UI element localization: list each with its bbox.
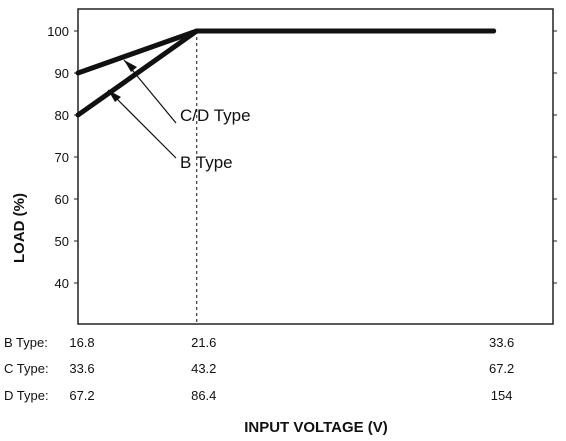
x-tick-label: 154 xyxy=(491,388,513,403)
x-tick-label: 33.6 xyxy=(489,335,514,350)
x-tick-label: 16.8 xyxy=(69,335,94,350)
x-tick-label: 33.6 xyxy=(69,361,94,376)
y-tick-label: 90 xyxy=(55,66,69,81)
data-point-c-d-type xyxy=(194,28,200,34)
y-tick-label: 100 xyxy=(47,24,69,39)
x-row-label: D Type: xyxy=(4,388,49,403)
annotation-b-type: B Type xyxy=(180,153,233,172)
annotation-cd-type: C/D Type xyxy=(180,106,251,125)
y-axis-ticks: 40 50 60 70 80 90 100 xyxy=(47,24,557,291)
y-tick-label: 50 xyxy=(55,234,69,249)
y-tick-label: 80 xyxy=(55,108,69,123)
x-tick-label: 67.2 xyxy=(69,388,94,403)
x-tick-label: 21.6 xyxy=(191,335,216,350)
y-tick-label: 70 xyxy=(55,150,69,165)
x-row-label: B Type: xyxy=(4,335,48,350)
y-axis-title: LOAD (%) xyxy=(11,193,28,263)
annotation-arrow-b-type xyxy=(107,89,177,159)
data-point-c-d-type xyxy=(491,28,497,34)
x-tick-label: 43.2 xyxy=(191,361,216,376)
series-layer xyxy=(75,28,497,118)
x-axis-rows: B Type: 16.8 21.6 33.6 C Type: 33.6 43.2 67.2 D … xyxy=(4,335,514,403)
plot-frame xyxy=(77,8,554,325)
data-point-c-d-type xyxy=(75,70,81,76)
annotation-layer: C/D Type B Type xyxy=(107,59,251,172)
y-tick-label: 40 xyxy=(55,276,69,291)
series-line-b-type xyxy=(76,28,494,118)
x-row-label: C Type: xyxy=(4,361,49,376)
arrowhead-cd-type xyxy=(124,60,137,72)
x-tick-label: 67.2 xyxy=(489,361,514,376)
data-point-b-type xyxy=(75,112,81,118)
series-line-c-d-type xyxy=(77,28,494,76)
y-tick-label: 60 xyxy=(55,192,69,207)
x-axis-title: INPUT VOLTAGE (V) xyxy=(244,419,388,436)
arrowhead-b-type xyxy=(108,90,121,102)
x-tick-label: 86.4 xyxy=(191,388,216,403)
